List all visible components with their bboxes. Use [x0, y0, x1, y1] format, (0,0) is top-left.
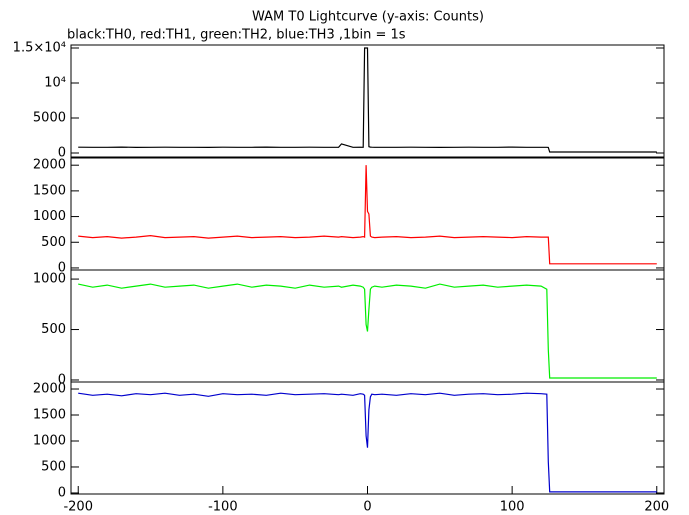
y-tick-label: 0 — [58, 146, 66, 161]
y-tick-label: 1000 — [33, 433, 66, 448]
panel-frame — [70, 157, 665, 271]
x-tick-label: -200 — [63, 500, 93, 515]
y-tick-label: 2000 — [33, 382, 66, 397]
y-tick-label: 1500 — [33, 408, 66, 423]
x-tick-label: 0 — [363, 500, 371, 515]
light-curve — [78, 283, 657, 379]
y-tick-label: 1000 — [33, 272, 66, 287]
y-tick-label: 500 — [41, 322, 66, 337]
chart-title: WAM T0 Lightcurve (y-axis: Counts) — [252, 10, 484, 25]
y-tick-label: 1000 — [33, 209, 66, 224]
light-curve — [78, 165, 657, 265]
y-tick-label: 2000 — [33, 158, 66, 173]
y-tick-label: 500 — [41, 459, 66, 474]
y-tick-label: 500 — [41, 235, 66, 250]
y-tick-label: 5000 — [33, 111, 66, 126]
y-tick-label: 0 — [58, 372, 66, 387]
x-tick-label: 200 — [644, 500, 669, 515]
y-tick-label: 10⁴ — [44, 76, 66, 91]
panel-frame — [70, 44, 665, 158]
chart-subtitle: black:TH0, red:TH1, green:TH2, blue:TH3 … — [67, 28, 406, 43]
light-curve — [78, 392, 657, 493]
y-tick-label: 0 — [58, 260, 66, 275]
light-curve — [78, 47, 657, 153]
y-tick-label: 0 — [58, 485, 66, 500]
y-tick-label: 1500 — [33, 183, 66, 198]
x-tick-label: 100 — [500, 500, 525, 515]
x-tick-label: -100 — [208, 500, 238, 515]
y-tick-label: 1.5×10⁴ — [13, 41, 66, 56]
